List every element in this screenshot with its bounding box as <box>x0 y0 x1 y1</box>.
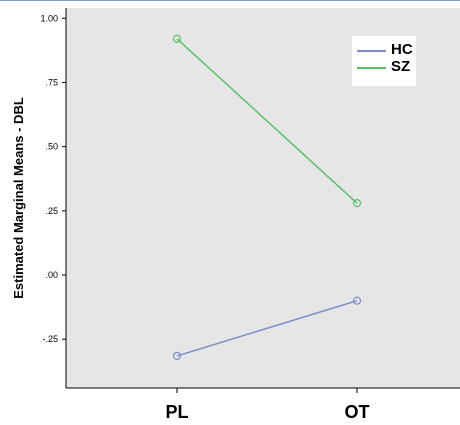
legend-label-hc: HC <box>391 41 413 58</box>
data-point-sz <box>172 34 182 43</box>
data-point-hc <box>352 296 362 305</box>
series-line-hc <box>176 299 358 357</box>
y-tick-label: -.25 <box>42 334 58 344</box>
data-point-sz <box>352 199 362 208</box>
y-tick-label: .75 <box>45 77 58 87</box>
y-axis-label: Estimated Marginal Means - DBL <box>11 97 26 299</box>
series-layer <box>172 34 362 361</box>
y-ticks: 1.00 .75 .50 .25 .00 -.25 <box>40 13 66 344</box>
y-tick-label: .25 <box>45 206 58 216</box>
x-ticks: PL OT <box>165 388 370 422</box>
series-line-sz <box>176 38 358 204</box>
data-point-hc <box>172 351 182 361</box>
x-tick-label: OT <box>345 402 370 422</box>
y-tick-label: .00 <box>45 270 58 280</box>
y-tick-label: 1.00 <box>40 13 58 23</box>
legend-label-sz: SZ <box>391 58 410 75</box>
x-tick-label: PL <box>165 402 188 422</box>
y-tick-label: .50 <box>45 142 58 152</box>
legend-box <box>352 36 416 86</box>
